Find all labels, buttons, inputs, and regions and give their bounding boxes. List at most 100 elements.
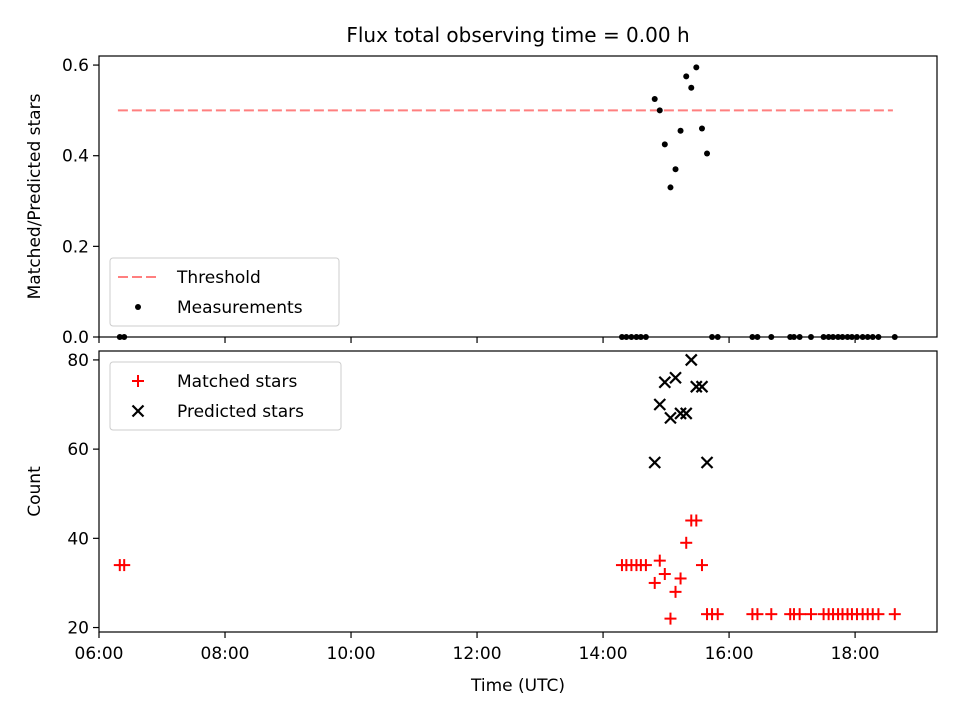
measurement-point: [709, 334, 716, 340]
measurement-point: [859, 334, 866, 340]
bottom-x-tick-label: 16:00: [705, 644, 754, 664]
legend-label: Matched stars: [177, 372, 297, 392]
predicted-stars-point: [690, 380, 703, 393]
x-stroke-b: [669, 371, 682, 385]
x-stroke-b: [658, 375, 672, 389]
x-stroke-b: [131, 404, 145, 418]
x-stroke-b: [664, 411, 677, 425]
measurement-point: [637, 334, 644, 340]
bottom-panel: 20 40 60 80 06:00 08:00 10:00 12:00 14:00 16:00 18…: [25, 350, 938, 696]
bottom-series-x: [648, 353, 714, 469]
matched-stars-point: [888, 608, 901, 621]
measurement-point: [628, 334, 635, 340]
matched-stars-point: [751, 608, 764, 621]
top-y-axis-label: Matched/Predicted stars: [25, 93, 45, 299]
predicted-stars-point: [700, 456, 714, 469]
predicted-stars-point: [679, 407, 693, 420]
measurement-point: [796, 334, 803, 340]
top-y-tick-label: 0.6: [62, 56, 89, 76]
predicted-stars-point: [653, 398, 667, 411]
x-axis-label: Time (UTC): [470, 676, 565, 696]
measurement-point: [830, 334, 837, 340]
top-y-tick-label: 0.0: [62, 328, 89, 348]
matched-stars-point: [695, 559, 708, 572]
matched-stars-point: [872, 608, 885, 621]
measurement-point: [116, 334, 123, 340]
bottom-x-tick-label: 08:00: [201, 644, 250, 664]
x-stroke-b: [653, 398, 667, 411]
predicted-stars-point: [674, 407, 687, 420]
measurement-point: [677, 127, 684, 134]
matched-stars-point: [804, 608, 817, 621]
bottom-y-tick-label: 80: [67, 351, 89, 371]
x-stroke-b: [679, 407, 693, 420]
legend-matched-swatch: [132, 375, 144, 387]
x-stroke-b: [684, 353, 698, 367]
matched-stars-point: [639, 559, 652, 572]
matched-stars-point: [793, 608, 806, 621]
measurement-point: [820, 334, 827, 340]
bottom-x-tick-label: 18:00: [831, 644, 880, 664]
measurement-point: [698, 125, 705, 132]
legend-label: Predicted stars: [177, 402, 304, 422]
measurement-point: [790, 334, 797, 340]
measurement-point: [683, 73, 690, 80]
measurement-point: [633, 334, 640, 340]
bottom-x-tick-label: 06:00: [75, 644, 124, 664]
predicted-stars-point: [648, 456, 662, 469]
legend-label: Measurements: [177, 298, 303, 318]
matched-stars-point: [674, 572, 687, 585]
measurement-point: [693, 64, 700, 71]
x-stroke-b: [690, 380, 703, 393]
measurement-point: [869, 334, 876, 340]
measurement-point: [749, 334, 756, 340]
matched-stars-point: [669, 585, 682, 598]
measurement-point: [623, 334, 630, 340]
chart-title: Flux total observing time = 0.00 h: [346, 23, 689, 47]
measurement-point: [768, 334, 775, 340]
measurement-point: [754, 334, 761, 340]
measurement-point: [853, 334, 860, 340]
x-stroke-b: [648, 456, 662, 469]
measurement-point: [835, 334, 842, 340]
measurement-point: [672, 166, 679, 173]
legend-frame: [109, 257, 340, 327]
predicted-stars-point: [669, 371, 682, 385]
x-stroke-b: [700, 456, 714, 469]
bottom-x-tick-label: 14:00: [579, 644, 628, 664]
measurement-point: [864, 334, 871, 340]
measurement-point: [844, 334, 851, 340]
bottom-y-tick-label: 60: [67, 440, 89, 460]
top-legend: Threshold Measurements: [109, 257, 340, 327]
legend-frame: [109, 361, 342, 431]
measurement-point: [651, 96, 658, 103]
measurement-point: [688, 84, 695, 91]
measurement-point: [875, 334, 882, 340]
predicted-stars-point: [684, 353, 698, 367]
bottom-y-tick-label: 20: [67, 619, 89, 639]
measurement-point: [656, 107, 663, 114]
measurement-point: [642, 334, 649, 340]
matched-stars-point: [648, 576, 661, 589]
legend-predicted-swatch: [131, 404, 145, 418]
bottom-y-axis-label: Count: [25, 466, 45, 517]
top-plot-frame: [98, 55, 938, 338]
top-y-tick-label: 0.4: [62, 147, 89, 167]
bottom-legend: Matched stars Predicted stars: [109, 361, 342, 431]
measurement-point: [618, 334, 625, 340]
top-series-dot: [116, 64, 898, 340]
measurement-point: [667, 184, 674, 191]
matched-stars-point: [680, 536, 693, 549]
matched-stars-point: [711, 608, 724, 621]
bottom-x-tick-label: 12:00: [453, 644, 502, 664]
measurement-point: [839, 334, 846, 340]
predicted-stars-point: [658, 375, 672, 389]
top-y-tick-label: 0.2: [62, 237, 89, 257]
matched-stars-point: [658, 568, 671, 581]
bottom-y-tick-label: 40: [67, 529, 89, 549]
bottom-plot-frame: [98, 350, 938, 633]
matched-stars-point: [653, 554, 666, 567]
measurement-point: [825, 334, 832, 340]
